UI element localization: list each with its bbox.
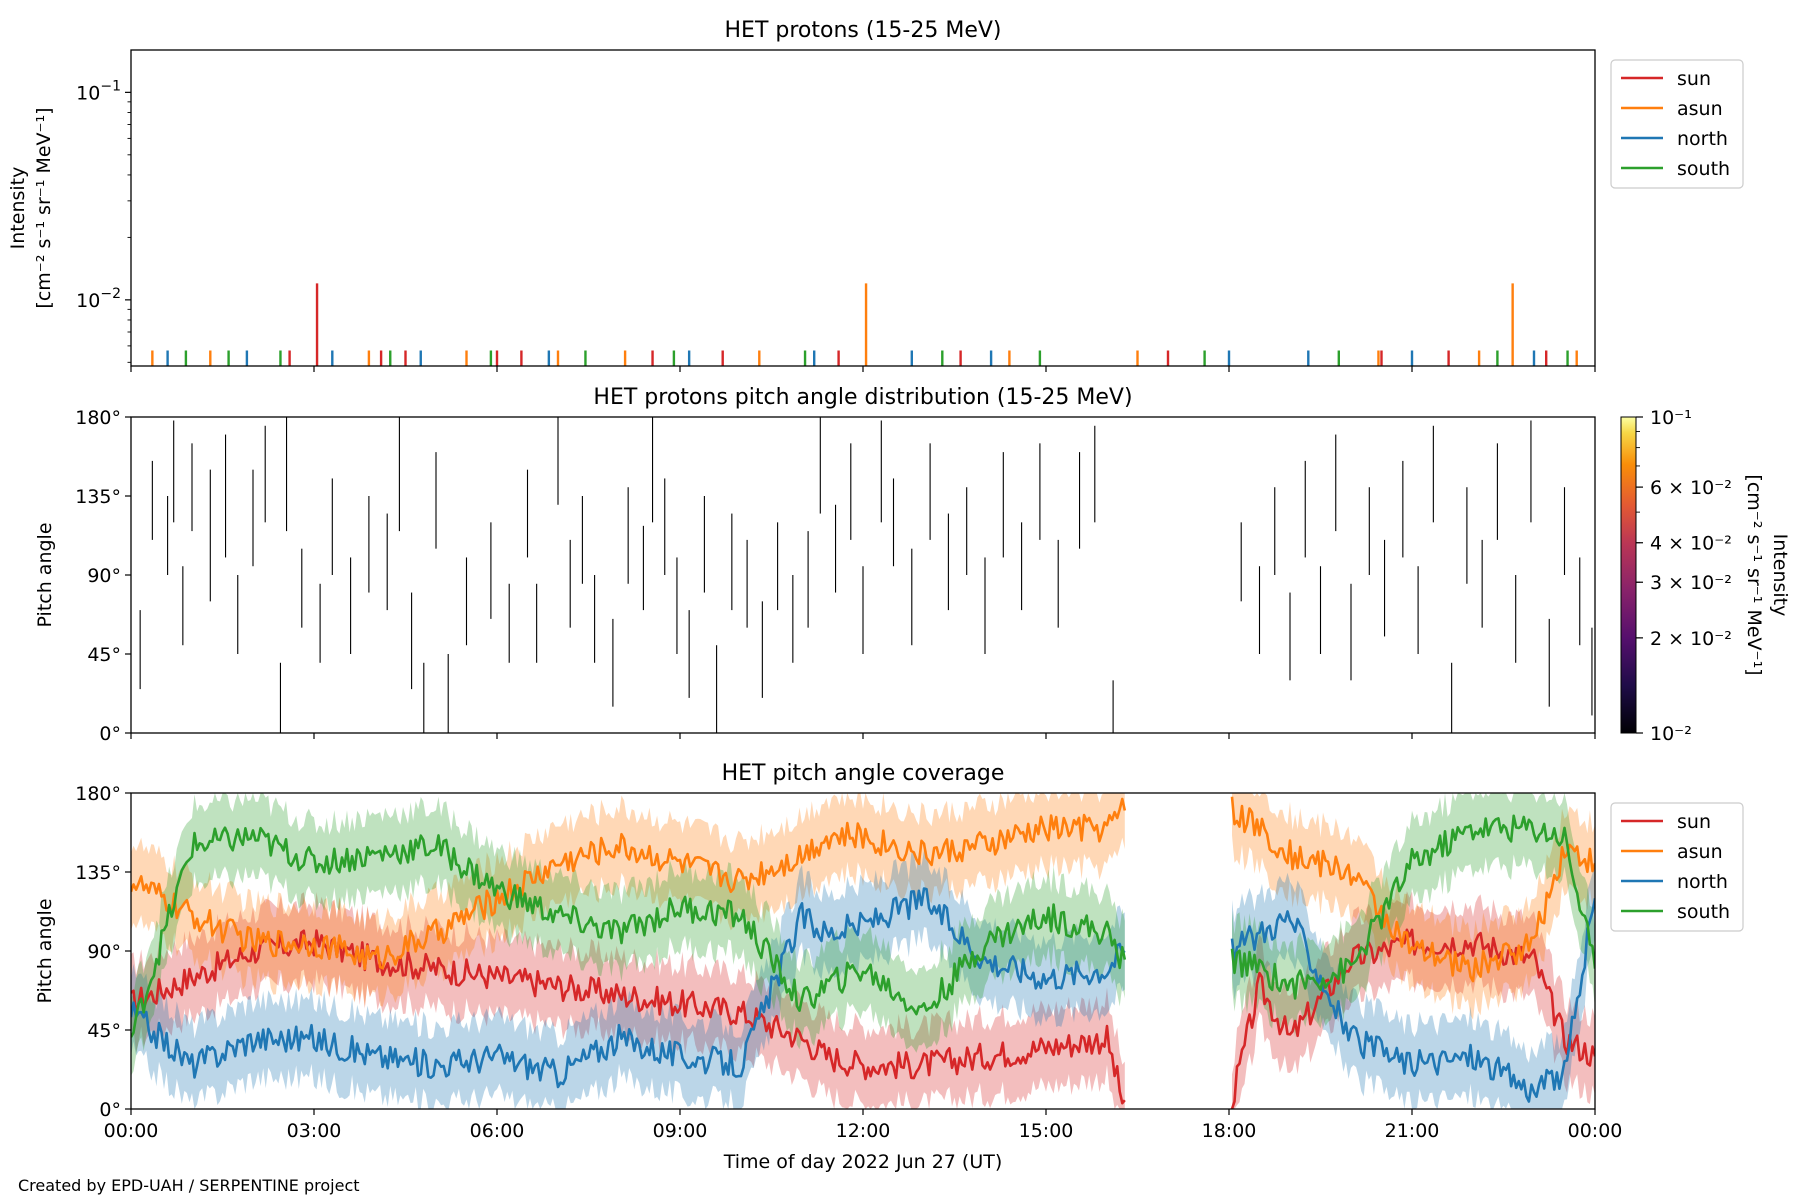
panel-pad-title: HET protons pitch angle distribution (15… — [593, 385, 1132, 410]
x-axis-label: Time of day 2022 Jun 27 (UT) — [723, 1151, 1003, 1173]
x-tick-label: 12:00 — [836, 1120, 891, 1142]
coverage-lines — [131, 796, 1595, 1109]
intensity-y-ticks: 10−1 10−2 — [76, 78, 131, 363]
coverage-line-north — [131, 887, 1126, 1089]
coverage-line-asun — [131, 797, 1127, 971]
colorbar-tick-label: 2 × 10⁻² — [1650, 628, 1732, 650]
panel-intensity: HET protons (15-25 MeV) 10−1 10−2 Intensi… — [7, 18, 1744, 372]
coverage-y-ticks: 0° 45° 90° 135° 180° — [75, 783, 131, 1121]
colorbar-tick-label: 6 × 10⁻² — [1650, 477, 1732, 499]
panel-pad: HET protons pitch angle distribution (15… — [34, 385, 1791, 745]
panel-coverage-title: HET pitch angle coverage — [722, 761, 1005, 786]
coverage-legend: sun asun north south — [1610, 802, 1744, 932]
intensity-ylabel-line1: Intensity — [7, 167, 29, 250]
colorbar-tick-label: 4 × 10⁻² — [1650, 533, 1732, 555]
x-tick-label: 00:00 — [1568, 1120, 1623, 1142]
legend-label-asun: asun — [1677, 98, 1723, 120]
y-tick-label: 0° — [99, 1099, 121, 1121]
legend-label-north: north — [1677, 128, 1728, 150]
x-tick-label: 18:00 — [1202, 1120, 1257, 1142]
coverage-line-sun — [131, 929, 1126, 1105]
pad-cells — [139, 417, 1593, 733]
intensity-legend: sun asun north south — [1610, 59, 1744, 189]
coverage-band-south — [131, 793, 1125, 1076]
coverage-line-south — [131, 826, 1127, 1038]
legend-label-sun: sun — [1677, 811, 1711, 833]
pad-y-ticks: 0° 45° 90° 135° 180° — [75, 407, 131, 745]
y-tick-label: 10−2 — [76, 286, 121, 312]
colorbar-tick-label: 10⁻¹ — [1650, 407, 1692, 429]
y-tick-label: 180° — [75, 783, 121, 805]
legend-label-south: south — [1677, 158, 1730, 180]
intensity-x-ticks — [130, 366, 1596, 372]
x-tick-label: 21:00 — [1385, 1120, 1440, 1142]
x-tick-label: 09:00 — [653, 1120, 708, 1142]
panel-coverage: HET pitch angle coverage 0° 45° 90° 135° 180… — [34, 761, 1744, 1142]
legend-label-south: south — [1677, 901, 1730, 923]
panel-intensity-frame — [130, 49, 1596, 367]
colorbar-label-line2: [cm⁻² s⁻¹ sr⁻¹ MeV⁻¹] — [1743, 474, 1765, 675]
legend-label-north: north — [1677, 871, 1728, 893]
intensity-ylabel-line2: [cm⁻² s⁻¹ sr⁻¹ MeV⁻¹] — [33, 107, 55, 308]
legend-label-sun: sun — [1677, 68, 1711, 90]
x-tick-label: 03:00 — [287, 1120, 342, 1142]
legend-box — [1610, 59, 1744, 189]
y-tick-label: 45° — [87, 1020, 121, 1042]
footer-credit: Created by EPD-UAH / SERPENTINE project — [18, 1176, 360, 1195]
colorbar-label-line1: Intensity — [1769, 534, 1791, 617]
colorbar — [1620, 416, 1637, 734]
coverage-ylabel: Pitch angle — [34, 898, 56, 1003]
y-tick-label: 10−1 — [76, 78, 121, 104]
colorbar-tick-label: 10⁻² — [1650, 723, 1692, 745]
coverage-band-sun — [131, 892, 1125, 1109]
y-tick-label: 45° — [87, 644, 121, 666]
colorbar-ticks: 10⁻¹ 6 × 10⁻² 4 × 10⁻² 3 × 10⁻² 2 × 10⁻² 10⁻² — [1636, 407, 1732, 745]
coverage-line-asun — [1230, 796, 1595, 983]
y-tick-label: 0° — [99, 723, 121, 745]
y-tick-label: 135° — [75, 862, 121, 884]
colorbar-tick-label: 3 × 10⁻² — [1650, 572, 1732, 594]
panel-intensity-title: HET protons (15-25 MeV) — [725, 18, 1002, 43]
coverage-line-north — [1230, 898, 1595, 1103]
coverage-band-north — [1232, 859, 1595, 1109]
x-tick-label: 06:00 — [470, 1120, 525, 1142]
coverage-line-sun — [1230, 928, 1595, 1109]
intensity-series — [151, 283, 1578, 366]
coverage-line-south — [1230, 814, 1595, 1000]
coverage-x-ticks: 00:00 03:00 06:00 09:00 12:00 15:00 18:00 21:00… — [104, 1109, 1623, 1142]
coverage-band-south — [1232, 793, 1595, 1038]
pad-ylabel: Pitch angle — [34, 522, 56, 627]
legend-label-asun: asun — [1677, 841, 1723, 863]
y-tick-label: 90° — [87, 565, 121, 587]
legend-box — [1610, 802, 1744, 932]
x-tick-label: 15:00 — [1019, 1120, 1074, 1142]
pad-x-ticks — [130, 733, 1596, 739]
y-tick-label: 180° — [75, 407, 121, 429]
y-tick-label: 135° — [75, 486, 121, 508]
y-tick-label: 90° — [87, 941, 121, 963]
x-tick-label: 00:00 — [104, 1120, 159, 1142]
